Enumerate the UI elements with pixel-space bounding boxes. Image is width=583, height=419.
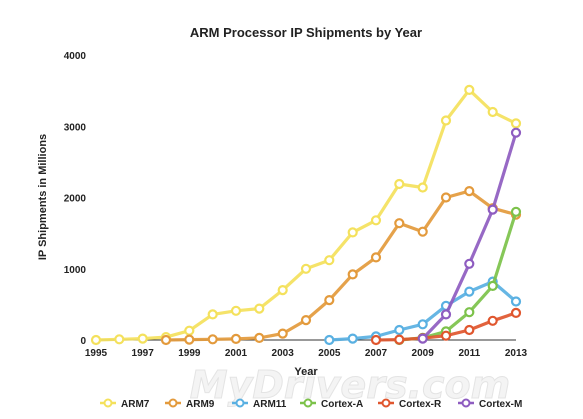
x-axis-label: Year bbox=[294, 366, 318, 378]
legend-label: Cortex-M bbox=[479, 399, 522, 410]
x-tick-label: 1997 bbox=[132, 348, 155, 359]
x-tick-label: 2001 bbox=[225, 348, 248, 359]
data-point bbox=[394, 324, 405, 336]
legend-label: Cortex-A bbox=[321, 399, 363, 410]
data-point bbox=[300, 263, 312, 274]
legend-marker bbox=[381, 398, 391, 408]
x-tick-label: 2005 bbox=[318, 348, 341, 359]
legend-label: ARM11 bbox=[253, 399, 287, 410]
y-axis-label: IP Shipments in Millions bbox=[37, 134, 49, 260]
legend-label: ARM7 bbox=[121, 399, 150, 410]
data-point bbox=[324, 255, 335, 266]
legend-item: Cortex-R bbox=[378, 398, 442, 410]
x-tick-label: 2013 bbox=[505, 348, 528, 359]
y-tick-label: 0 bbox=[80, 336, 86, 347]
x-tick-label: 2007 bbox=[365, 348, 388, 359]
legend-item: ARM9 bbox=[165, 398, 215, 410]
y-tick-label: 4000 bbox=[64, 51, 87, 62]
data-point bbox=[440, 309, 452, 320]
data-point bbox=[184, 325, 195, 336]
legend-item: Cortex-M bbox=[458, 398, 522, 410]
x-tick-label: 1995 bbox=[85, 348, 108, 359]
x-axis: 1995 1997 1999 2001 2003 2005 2007 2009 2011 2013 bbox=[85, 348, 528, 359]
data-point bbox=[510, 118, 522, 129]
data-point bbox=[370, 252, 382, 263]
y-tick-label: 2000 bbox=[64, 194, 87, 205]
data-point bbox=[464, 307, 475, 318]
data-point bbox=[300, 315, 312, 326]
data-point bbox=[277, 328, 288, 339]
legend-item: ARM7 bbox=[100, 398, 150, 410]
series-cortex-m bbox=[417, 127, 522, 344]
data-point bbox=[487, 106, 498, 118]
legend-label: Cortex-R bbox=[399, 399, 442, 410]
legend-label: ARM9 bbox=[186, 399, 215, 410]
data-point bbox=[347, 269, 358, 280]
legend-item: ARM11 bbox=[232, 398, 287, 410]
data-point bbox=[464, 324, 475, 336]
data-point bbox=[464, 258, 475, 269]
data-point bbox=[184, 334, 195, 345]
data-point bbox=[440, 115, 452, 126]
legend-marker bbox=[303, 398, 313, 408]
x-tick-label: 2009 bbox=[412, 348, 435, 359]
legend-marker bbox=[461, 398, 471, 408]
data-point bbox=[464, 84, 475, 96]
data-point bbox=[207, 334, 218, 345]
chart-title: ARM Processor IP Shipments by Year bbox=[190, 25, 422, 40]
data-point bbox=[417, 319, 428, 330]
legend: ARM7 ARM9 ARM11 Cortex-A Cortex-R Cortex-M bbox=[100, 398, 522, 410]
y-axis: 0 1000 2000 3000 4000 bbox=[64, 51, 87, 347]
x-tick-label: 1999 bbox=[178, 348, 201, 359]
data-point bbox=[464, 286, 475, 297]
data-point bbox=[347, 333, 358, 344]
data-point bbox=[370, 215, 382, 226]
data-point bbox=[324, 295, 335, 306]
data-point bbox=[90, 334, 102, 346]
data-point bbox=[487, 315, 498, 326]
data-point bbox=[137, 333, 148, 344]
series-cortex-r bbox=[370, 307, 522, 346]
data-point bbox=[417, 182, 428, 193]
data-point bbox=[417, 226, 428, 237]
data-point bbox=[160, 334, 172, 346]
data-point bbox=[464, 186, 475, 197]
data-point bbox=[207, 309, 218, 320]
data-point bbox=[510, 307, 522, 318]
data-point bbox=[394, 334, 405, 345]
data-point bbox=[230, 333, 242, 344]
x-tick-label: 2011 bbox=[458, 348, 480, 359]
data-point bbox=[487, 280, 498, 291]
data-point bbox=[394, 178, 405, 190]
y-tick-label: 3000 bbox=[64, 122, 87, 133]
data-point bbox=[254, 303, 265, 314]
series-arm7 bbox=[90, 84, 522, 346]
data-point bbox=[510, 206, 522, 217]
data-point bbox=[487, 204, 498, 215]
series-line bbox=[164, 189, 518, 342]
data-point bbox=[510, 296, 522, 307]
legend-marker bbox=[168, 398, 178, 408]
data-point bbox=[417, 333, 428, 344]
data-point bbox=[510, 127, 522, 138]
plot-area bbox=[90, 84, 522, 346]
data-point bbox=[230, 305, 242, 316]
data-point bbox=[347, 227, 358, 238]
legend-marker bbox=[103, 398, 113, 408]
data-point bbox=[394, 218, 405, 229]
data-point bbox=[277, 285, 288, 296]
data-point bbox=[370, 334, 382, 346]
legend-item: Cortex-A bbox=[300, 398, 363, 410]
data-point bbox=[324, 334, 335, 346]
legend-marker bbox=[235, 398, 245, 408]
data-point bbox=[254, 332, 265, 343]
x-tick-label: 2003 bbox=[272, 348, 295, 359]
series-arm9 bbox=[160, 186, 522, 346]
data-point bbox=[440, 192, 452, 203]
data-point bbox=[440, 330, 452, 341]
y-tick-label: 1000 bbox=[64, 265, 87, 276]
watermark: MyDrivers.com bbox=[190, 363, 510, 407]
data-point bbox=[114, 334, 125, 345]
